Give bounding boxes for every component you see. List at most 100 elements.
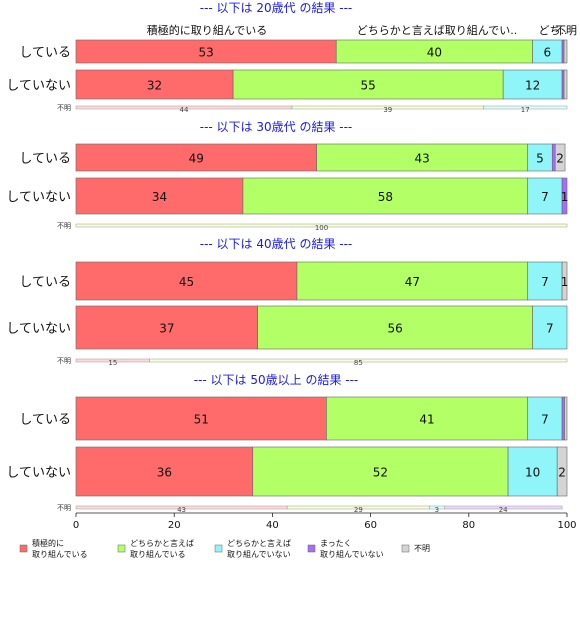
bar-segment bbox=[561, 396, 565, 441]
data-label: 5 bbox=[536, 152, 544, 166]
data-label: 55 bbox=[361, 79, 376, 93]
top-category-label: 不明 bbox=[555, 24, 577, 37]
unknown-data-label: 85 bbox=[354, 359, 363, 367]
bar-segment bbox=[252, 446, 509, 497]
unknown-data-label: 44 bbox=[180, 106, 189, 114]
data-label: 12 bbox=[525, 79, 540, 93]
legend-label: 取り組んでいない bbox=[320, 549, 384, 559]
legend-swatch bbox=[401, 544, 410, 553]
bar-segment bbox=[527, 396, 563, 441]
bar-segment bbox=[551, 143, 556, 172]
bar-segment bbox=[554, 143, 566, 172]
bar-segment bbox=[232, 69, 504, 100]
legend-label: 取り組んでいる bbox=[32, 549, 88, 559]
data-label: 36 bbox=[157, 466, 172, 480]
row-label: している bbox=[19, 46, 71, 61]
data-label: 2 bbox=[558, 466, 566, 480]
row-label: していない bbox=[6, 79, 71, 94]
x-tick-label: 80 bbox=[462, 520, 475, 531]
panel-title: --- 以下は 40歳代 の結果 --- bbox=[200, 237, 353, 251]
data-label: 32 bbox=[147, 79, 162, 93]
data-label: 2 bbox=[556, 152, 564, 166]
data-label: 40 bbox=[427, 46, 442, 60]
data-label: 10 bbox=[525, 466, 540, 480]
row-label: していない bbox=[6, 322, 71, 337]
data-label: 34 bbox=[152, 190, 167, 204]
bar-segment bbox=[75, 143, 317, 172]
data-label: 7 bbox=[541, 413, 549, 427]
legend-label: まったく bbox=[320, 539, 352, 548]
bar-segment bbox=[532, 305, 568, 350]
row-label: している bbox=[19, 152, 71, 167]
data-label: 56 bbox=[388, 322, 403, 336]
bar-segment bbox=[316, 143, 529, 172]
bar-segment bbox=[326, 396, 529, 441]
row-label: している bbox=[19, 275, 71, 290]
data-label: 7 bbox=[546, 322, 554, 336]
data-label: 52 bbox=[373, 466, 388, 480]
bar-segment bbox=[75, 305, 258, 350]
bar-segment bbox=[561, 261, 568, 301]
data-label: 58 bbox=[378, 190, 393, 204]
bar-segment bbox=[563, 69, 568, 100]
top-category-label: どち.. bbox=[539, 24, 568, 37]
legend-swatch bbox=[214, 544, 223, 553]
unknown-row-label: 不明 bbox=[57, 104, 71, 112]
unknown-data-label: 43 bbox=[177, 506, 186, 514]
row-label: していない bbox=[6, 466, 71, 481]
legend-label: 取り組んでいる bbox=[130, 549, 186, 559]
unknown-segment bbox=[444, 505, 563, 510]
legend-label: 取り組んでいない bbox=[227, 549, 291, 559]
bar-segment bbox=[296, 261, 529, 301]
x-tick-label: 0 bbox=[73, 520, 79, 531]
legend-swatch bbox=[19, 544, 28, 553]
legend-label: 積極的に bbox=[32, 538, 64, 548]
data-label: 49 bbox=[189, 152, 204, 166]
unknown-segment bbox=[483, 105, 568, 110]
data-label: 1 bbox=[561, 275, 569, 289]
data-label: 45 bbox=[179, 275, 194, 289]
data-label: 37 bbox=[159, 322, 174, 336]
data-label: 7 bbox=[541, 190, 549, 204]
bar-segment bbox=[563, 39, 568, 64]
legend-label: 不明 bbox=[414, 544, 430, 553]
bar-segment bbox=[75, 69, 234, 100]
row-label: している bbox=[19, 413, 71, 428]
unknown-data-label: 17 bbox=[521, 106, 530, 114]
legend-label: どちらかと言えば bbox=[227, 538, 291, 548]
x-tick-label: 20 bbox=[168, 520, 181, 531]
bar-segment bbox=[556, 446, 568, 497]
bar-segment bbox=[75, 396, 327, 441]
data-label: 7 bbox=[541, 275, 549, 289]
x-tick-label: 100 bbox=[557, 520, 576, 531]
bar-segment bbox=[527, 177, 563, 215]
unknown-row-label: 不明 bbox=[57, 357, 71, 365]
legend-swatch bbox=[307, 544, 316, 553]
top-category-label: どちらかと言えば取り組んでい.. bbox=[357, 24, 517, 37]
bar-segment bbox=[257, 305, 533, 350]
unknown-data-label: 24 bbox=[499, 506, 508, 514]
bar-segment bbox=[75, 177, 244, 215]
unknown-data-label: 3 bbox=[435, 506, 439, 514]
panel-title: --- 以下は 30歳代 の結果 --- bbox=[200, 120, 353, 134]
legend-swatch bbox=[117, 544, 126, 553]
unknown-data-label: 39 bbox=[383, 106, 392, 114]
panel-title: --- 以下は 50歳以上 の結果 --- bbox=[194, 373, 359, 387]
data-label: 53 bbox=[198, 46, 213, 60]
data-label: 1 bbox=[561, 190, 569, 204]
data-label: 6 bbox=[544, 46, 552, 60]
bar-segment bbox=[75, 446, 254, 497]
unknown-data-label: 100 bbox=[315, 224, 328, 232]
bar-segment bbox=[527, 143, 553, 172]
data-label: 47 bbox=[405, 275, 420, 289]
unknown-data-label: 29 bbox=[354, 506, 363, 514]
data-label: 41 bbox=[419, 413, 434, 427]
bar-segment bbox=[242, 177, 529, 215]
unknown-segment bbox=[75, 223, 568, 228]
top-category-label: 積極的に取り組んでいる bbox=[147, 23, 267, 37]
row-label: していない bbox=[6, 190, 71, 205]
bar-segment bbox=[561, 177, 568, 215]
data-label: 51 bbox=[194, 413, 209, 427]
bar-segment bbox=[75, 261, 298, 301]
